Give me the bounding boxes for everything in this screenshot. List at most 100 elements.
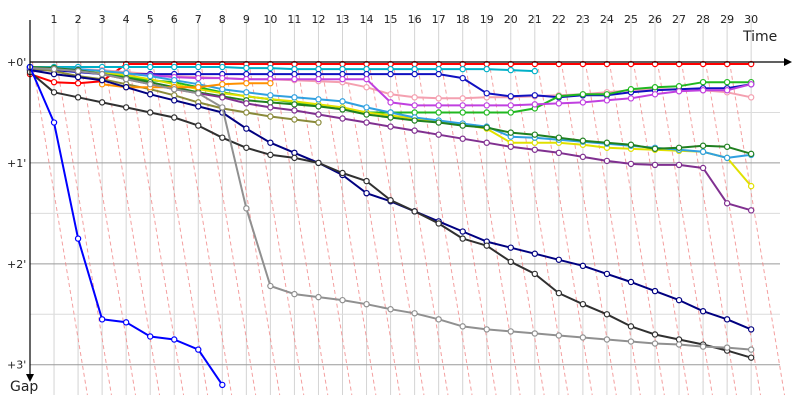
y-axis-title: Gap xyxy=(10,379,38,395)
data-point xyxy=(675,341,683,348)
data-point xyxy=(435,220,442,227)
data-point xyxy=(435,316,442,323)
lap-reference-line xyxy=(729,61,786,396)
data-point xyxy=(651,161,659,169)
data-point xyxy=(459,323,466,330)
data-point xyxy=(243,144,250,151)
data-point xyxy=(195,122,202,129)
data-point xyxy=(146,63,154,71)
data-point xyxy=(315,119,322,126)
data-point xyxy=(74,235,82,242)
series-2 xyxy=(26,63,539,75)
data-point xyxy=(363,70,370,78)
data-point xyxy=(195,74,202,82)
lap-reference-line xyxy=(560,61,617,396)
data-point xyxy=(339,98,346,105)
series-group xyxy=(26,60,755,389)
data-point xyxy=(243,109,250,116)
data-point xyxy=(339,169,346,177)
data-point xyxy=(267,113,274,120)
data-point xyxy=(435,70,442,78)
data-point xyxy=(723,344,731,351)
lap-reference-line xyxy=(200,61,257,396)
data-point xyxy=(219,381,226,389)
data-point xyxy=(603,336,611,343)
data-point xyxy=(627,86,635,93)
data-point xyxy=(243,70,250,78)
lap-reference-line xyxy=(488,61,545,396)
data-point xyxy=(243,79,250,87)
data-point xyxy=(74,94,82,101)
data-point xyxy=(531,146,539,153)
data-point xyxy=(146,333,154,340)
data-point xyxy=(291,101,298,108)
y-tick-label: +3' xyxy=(7,359,26,372)
y-tick-label: +1' xyxy=(7,157,26,170)
data-point xyxy=(507,328,514,335)
data-point xyxy=(219,134,226,141)
data-point xyxy=(603,270,611,278)
data-point xyxy=(315,293,322,301)
data-point xyxy=(699,142,707,149)
x-tick-label: 19 xyxy=(480,13,494,26)
lap-reference-line xyxy=(176,61,233,396)
data-point xyxy=(435,119,442,126)
x-tick-label: 14 xyxy=(360,13,374,26)
data-point xyxy=(171,336,178,343)
data-point xyxy=(651,84,659,91)
data-point xyxy=(579,153,587,161)
data-point xyxy=(363,300,370,308)
data-point xyxy=(146,91,154,98)
data-point xyxy=(387,197,394,204)
data-point xyxy=(315,96,322,103)
data-point xyxy=(291,107,298,114)
data-point xyxy=(507,244,514,251)
data-point xyxy=(459,74,466,82)
data-point xyxy=(531,67,539,75)
lap-reference-line xyxy=(296,61,353,396)
data-point xyxy=(483,326,490,333)
data-point xyxy=(171,63,178,71)
data-point xyxy=(459,135,466,142)
data-point xyxy=(387,65,394,73)
data-point xyxy=(98,76,106,84)
data-point xyxy=(435,65,442,73)
data-point xyxy=(411,208,418,215)
data-point xyxy=(291,116,298,123)
data-point xyxy=(267,79,274,87)
data-point xyxy=(651,91,659,98)
data-point xyxy=(627,278,635,286)
data-point xyxy=(363,119,370,126)
data-point xyxy=(122,75,130,83)
data-point xyxy=(483,65,490,73)
x-tick-label: 25 xyxy=(624,13,638,26)
data-point xyxy=(555,134,563,141)
x-tick-label: 6 xyxy=(171,13,178,26)
data-point xyxy=(50,70,58,78)
data-point xyxy=(579,262,587,270)
data-point xyxy=(122,319,130,326)
data-point xyxy=(339,106,346,113)
data-point xyxy=(603,97,611,104)
x-tick-label: 9 xyxy=(243,13,250,26)
data-point xyxy=(171,92,178,99)
x-tick-label: 17 xyxy=(432,13,446,26)
data-point xyxy=(507,93,514,100)
data-point xyxy=(555,289,563,297)
x-tick-label: 20 xyxy=(504,13,518,26)
lap-reference-line xyxy=(440,61,497,396)
data-point xyxy=(723,78,731,86)
data-point xyxy=(195,346,202,353)
series-14 xyxy=(26,68,755,361)
data-point xyxy=(387,70,394,78)
data-point xyxy=(98,70,106,78)
series-line xyxy=(101,82,271,89)
data-point xyxy=(459,122,466,129)
data-point xyxy=(219,104,226,111)
data-point xyxy=(507,143,514,150)
data-point xyxy=(747,182,755,190)
data-point xyxy=(387,109,394,116)
x-tick-label: 13 xyxy=(336,13,350,26)
data-point xyxy=(627,323,635,330)
data-point xyxy=(411,102,418,109)
